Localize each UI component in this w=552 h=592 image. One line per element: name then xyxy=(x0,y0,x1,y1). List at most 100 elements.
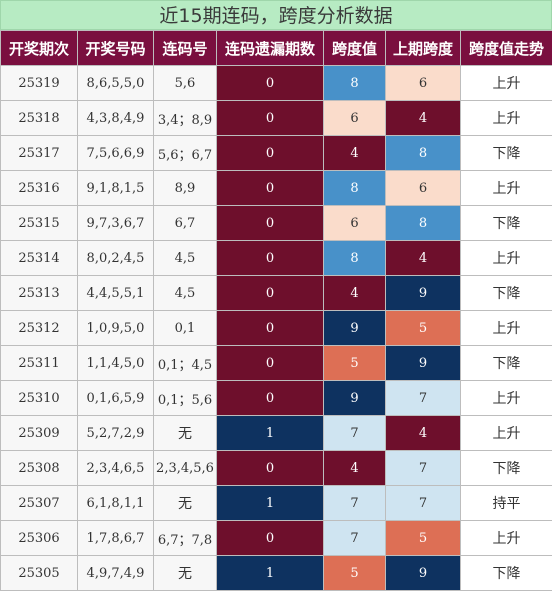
cell-lian: 0,1；4,5 xyxy=(153,345,217,381)
cell-prev-span: 8 xyxy=(385,205,461,241)
table-row: 25312 1,0,9,5,0 0,1 0 9 5 上升 xyxy=(0,310,552,346)
cell-numbers: 6,1,8,1,1 xyxy=(77,485,154,521)
cell-trend: 下降 xyxy=(460,275,552,311)
cell-lian: 无 xyxy=(153,555,217,591)
cell-trend: 上升 xyxy=(460,65,552,101)
cell-issue: 25317 xyxy=(0,135,78,171)
cell-prev-span: 5 xyxy=(385,520,461,556)
cell-span: 5 xyxy=(323,555,386,591)
cell-numbers: 1,1,4,5,0 xyxy=(77,345,154,381)
cell-trend: 下降 xyxy=(460,205,552,241)
cell-omit: 1 xyxy=(216,555,324,591)
cell-prev-span: 8 xyxy=(385,135,461,171)
cell-prev-span: 4 xyxy=(385,240,461,276)
cell-numbers: 4,4,5,5,1 xyxy=(77,275,154,311)
header-trend: 跨度值走势 xyxy=(460,30,552,66)
cell-issue: 25310 xyxy=(0,380,78,416)
cell-prev-span: 7 xyxy=(385,485,461,521)
cell-prev-span: 6 xyxy=(385,170,461,206)
cell-issue: 25313 xyxy=(0,275,78,311)
cell-span: 7 xyxy=(323,485,386,521)
cell-issue: 25305 xyxy=(0,555,78,591)
table-header-row: 开奖期次 开奖号码 连码号 连码遗漏期数 跨度值 上期跨度 跨度值走势 xyxy=(0,30,552,66)
cell-numbers: 1,7,8,6,7 xyxy=(77,520,154,556)
table-row: 25316 9,1,8,1,5 8,9 0 8 6 上升 xyxy=(0,170,552,206)
cell-issue: 25312 xyxy=(0,310,78,346)
cell-issue: 25319 xyxy=(0,65,78,101)
cell-omit: 0 xyxy=(216,450,324,486)
cell-trend: 上升 xyxy=(460,310,552,346)
cell-prev-span: 9 xyxy=(385,345,461,381)
cell-issue: 25311 xyxy=(0,345,78,381)
cell-omit: 0 xyxy=(216,65,324,101)
cell-trend: 下降 xyxy=(460,555,552,591)
header-span: 跨度值 xyxy=(323,30,386,66)
span-analysis-table: 开奖期次 开奖号码 连码号 连码遗漏期数 跨度值 上期跨度 跨度值走势 2531… xyxy=(0,30,552,591)
cell-omit: 1 xyxy=(216,415,324,451)
cell-prev-span: 4 xyxy=(385,415,461,451)
cell-numbers: 8,6,5,5,0 xyxy=(77,65,154,101)
header-lian: 连码号 xyxy=(153,30,217,66)
cell-omit: 0 xyxy=(216,100,324,136)
cell-prev-span: 9 xyxy=(385,555,461,591)
cell-lian: 8,9 xyxy=(153,170,217,206)
table-row: 25314 8,0,2,4,5 4,5 0 8 4 上升 xyxy=(0,240,552,276)
table-body: 25319 8,6,5,5,0 5,6 0 8 6 上升 25318 4,3,8,4,9 3,4；… xyxy=(0,65,552,591)
cell-issue: 25309 xyxy=(0,415,78,451)
cell-issue: 25314 xyxy=(0,240,78,276)
cell-prev-span: 7 xyxy=(385,450,461,486)
header-issue: 开奖期次 xyxy=(0,30,78,66)
table-row: 25313 4,4,5,5,1 4,5 0 4 9 下降 xyxy=(0,275,552,311)
table-row: 25307 6,1,8,1,1 无 1 7 7 持平 xyxy=(0,485,552,521)
cell-lian: 0,1 xyxy=(153,310,217,346)
cell-lian: 4,5 xyxy=(153,275,217,311)
cell-span: 6 xyxy=(323,205,386,241)
cell-trend: 持平 xyxy=(460,485,552,521)
table-row: 25318 4,3,8,4,9 3,4；8,9 0 6 4 上升 xyxy=(0,100,552,136)
cell-omit: 0 xyxy=(216,380,324,416)
cell-numbers: 2,3,4,6,5 xyxy=(77,450,154,486)
cell-span: 8 xyxy=(323,65,386,101)
cell-span: 6 xyxy=(323,100,386,136)
cell-span: 7 xyxy=(323,415,386,451)
cell-prev-span: 4 xyxy=(385,100,461,136)
cell-numbers: 5,2,7,2,9 xyxy=(77,415,154,451)
cell-numbers: 4,9,7,4,9 xyxy=(77,555,154,591)
table-row: 25317 7,5,6,6,9 5,6；6,7 0 4 8 下降 xyxy=(0,135,552,171)
cell-lian: 6,7 xyxy=(153,205,217,241)
header-prev-span: 上期跨度 xyxy=(385,30,461,66)
cell-span: 5 xyxy=(323,345,386,381)
cell-omit: 0 xyxy=(216,520,324,556)
table-row: 25311 1,1,4,5,0 0,1；4,5 0 5 9 下降 xyxy=(0,345,552,381)
cell-omit: 0 xyxy=(216,345,324,381)
cell-numbers: 9,7,3,6,7 xyxy=(77,205,154,241)
cell-lian: 5,6；6,7 xyxy=(153,135,217,171)
cell-omit: 0 xyxy=(216,310,324,346)
cell-trend: 下降 xyxy=(460,345,552,381)
cell-issue: 25316 xyxy=(0,170,78,206)
cell-trend: 上升 xyxy=(460,415,552,451)
cell-omit: 0 xyxy=(216,170,324,206)
cell-lian: 5,6 xyxy=(153,65,217,101)
cell-span: 4 xyxy=(323,135,386,171)
cell-lian: 4,5 xyxy=(153,240,217,276)
table-row: 25309 5,2,7,2,9 无 1 7 4 上升 xyxy=(0,415,552,451)
cell-trend: 上升 xyxy=(460,380,552,416)
cell-trend: 下降 xyxy=(460,450,552,486)
cell-lian: 3,4；8,9 xyxy=(153,100,217,136)
cell-omit: 1 xyxy=(216,485,324,521)
cell-issue: 25306 xyxy=(0,520,78,556)
cell-issue: 25318 xyxy=(0,100,78,136)
table-row: 25305 4,9,7,4,9 无 1 5 9 下降 xyxy=(0,555,552,591)
cell-issue: 25315 xyxy=(0,205,78,241)
cell-trend: 下降 xyxy=(460,135,552,171)
table-row: 25306 1,7,8,6,7 6,7；7,8 0 7 5 上升 xyxy=(0,520,552,556)
cell-trend: 上升 xyxy=(460,240,552,276)
cell-span: 4 xyxy=(323,275,386,311)
cell-issue: 25307 xyxy=(0,485,78,521)
page-title: 近15期连码，跨度分析数据 xyxy=(0,0,552,30)
cell-span: 9 xyxy=(323,310,386,346)
cell-omit: 0 xyxy=(216,135,324,171)
table-row: 25308 2,3,4,6,5 2,3,4,5,6 0 4 7 下降 xyxy=(0,450,552,486)
